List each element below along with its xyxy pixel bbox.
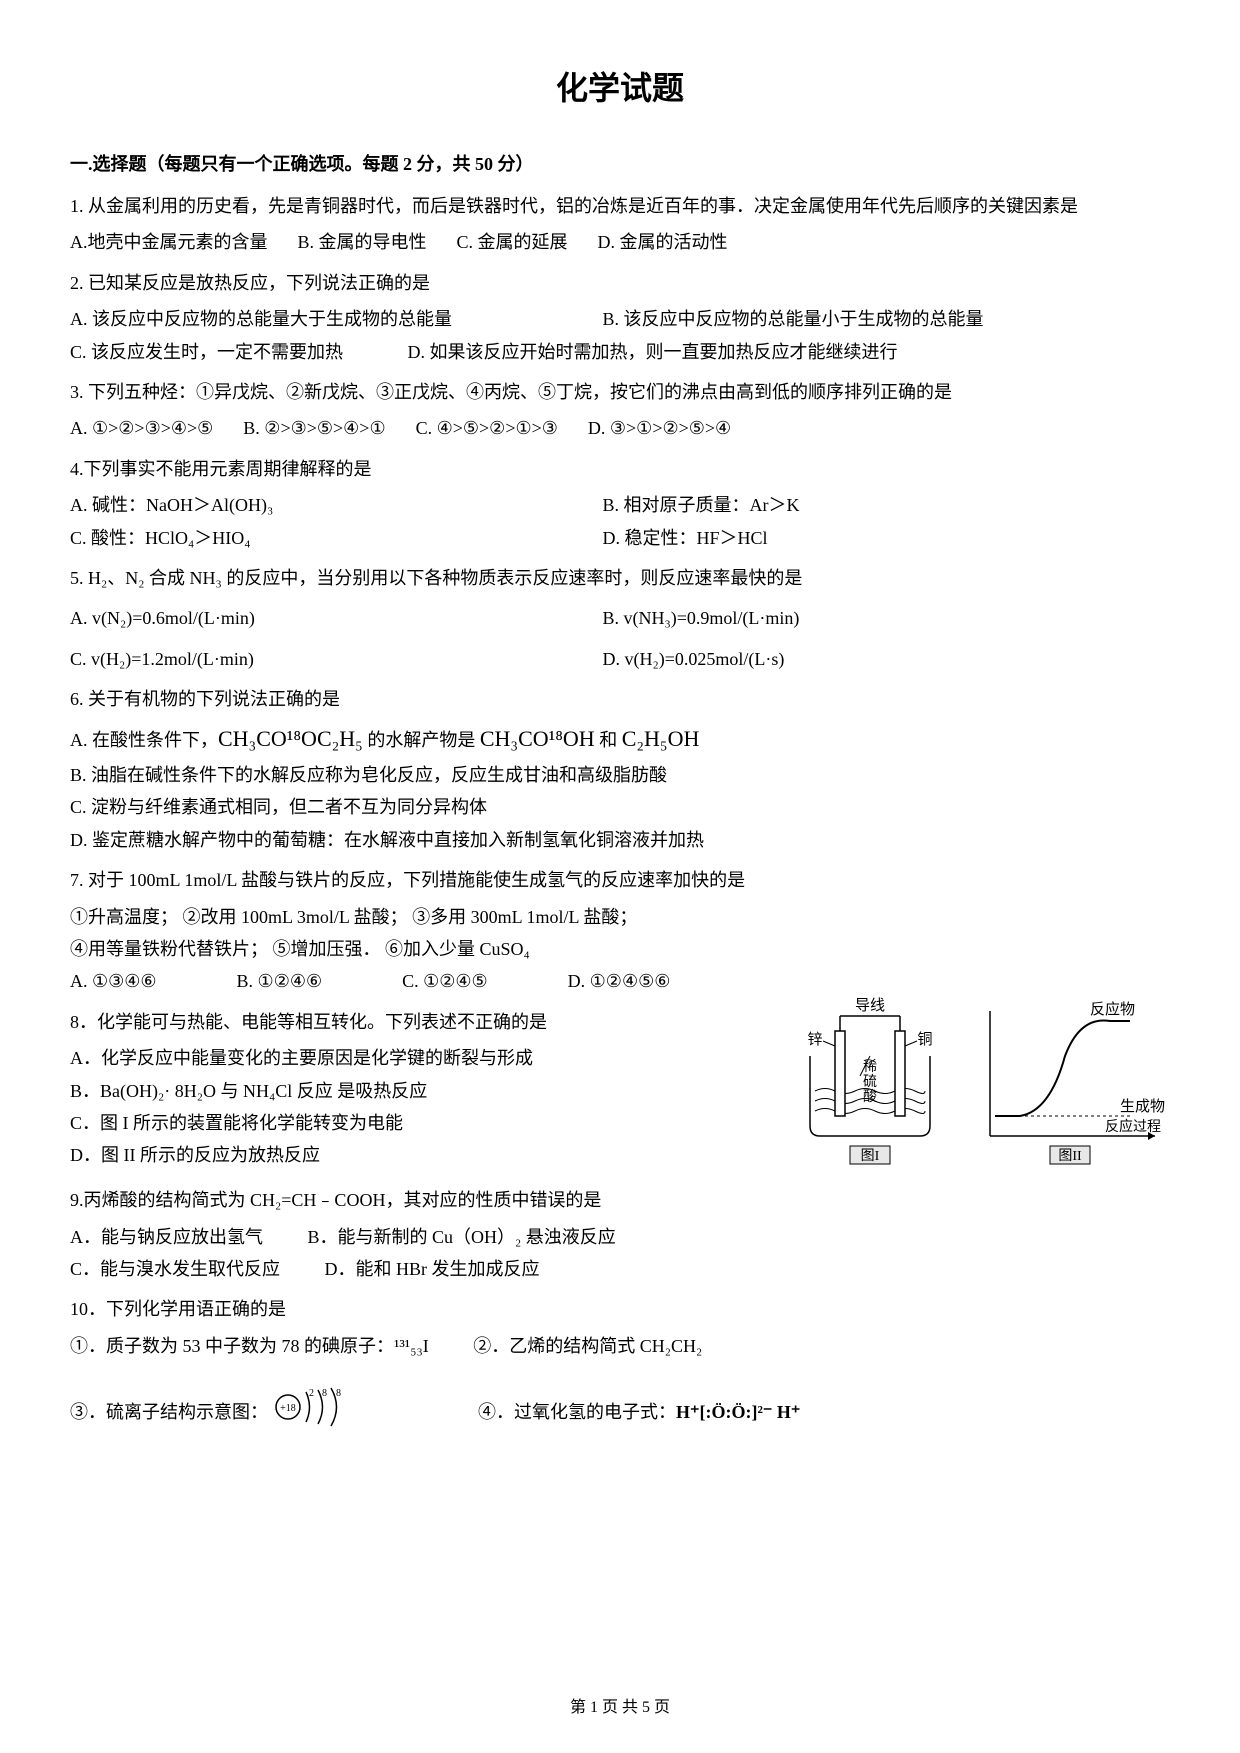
q10-opt-1: ①．质子数为 53 中子数为 78 的碘原子：¹³¹₅₃I (70, 1330, 429, 1362)
q2-opt-c: C. 该反应发生时，一定不需要加热 (70, 336, 343, 368)
q6a-f1: CH₃CO¹⁸OC₂H₅ (218, 726, 363, 751)
q8-opt-a: A．化学反应中能量变化的主要原因是化学键的断裂与形成 (70, 1042, 780, 1074)
q7-line1: ①升高温度； ②改用 100mL 3mol/L 盐酸； ③多用 300mL 1m… (70, 901, 1170, 933)
q3-opt-b: B. ②>③>⑤>④>① (243, 412, 385, 444)
q8-text: 8．化学能可与热能、电能等相互转化。下列表述不正确的是 (70, 1006, 780, 1038)
q10-opt-3: ③．硫离子结构示意图： (70, 1396, 268, 1428)
q5-opt-b: B. v(NH₃)=0.9mol/(L·min) (603, 602, 1131, 634)
q8-opt-c: C．图 I 所示的装置能将化学能转变为电能 (70, 1107, 780, 1139)
fig-acid1: 稀 (863, 1059, 877, 1075)
q7-line2: ④用等量铁粉代替铁片； ⑤增加压强． ⑥加入少量 CuSO₄ (70, 933, 1170, 965)
question-10: 10．下列化学用语正确的是 ①．质子数为 53 中子数为 78 的碘原子：¹³¹… (70, 1293, 1170, 1442)
question-2: 2. 已知某反应是放热反应，下列说法正确的是 A. 该反应中反应物的总能量大于生… (70, 267, 1170, 368)
svg-text:8: 8 (336, 1388, 341, 1399)
q1-opt-c: C. 金属的延展 (457, 226, 568, 258)
q2-opt-d: D. 如果该反应开始时需加热，则一直要加热反应才能继续进行 (408, 336, 898, 368)
q4-opt-c: C. 酸性：HClO₄＞HIO₄ (70, 522, 598, 554)
q7-opt-c: C. ①②④⑤ (402, 965, 488, 997)
question-8: 8．化学能可与热能、电能等相互转化。下列表述不正确的是 A．化学反应中能量变化的… (70, 1006, 1170, 1176)
q10-opt-4-prefix: ④．过氧化氢的电子式： (478, 1396, 676, 1428)
question-4: 4.下列事实不能用元素周期律解释的是 A. 碱性：NaOH＞Al(OH)₃ B.… (70, 453, 1170, 554)
svg-text:+18: +18 (280, 1403, 296, 1414)
q4-opt-b: B. 相对原子质量：Ar＞K (603, 489, 1131, 521)
q1-text: 1. 从金属利用的历史看，先是青铜器时代，而后是铁器时代，铝的冶炼是近百年的事．… (70, 190, 1170, 222)
q6-opt-d: D. 鉴定蔗糖水解产物中的葡萄糖：在水解液中直接加入新制氢氧化铜溶液并加热 (70, 824, 1170, 856)
q4-opt-a: A. 碱性：NaOH＞Al(OH)₃ (70, 489, 598, 521)
q10-opt-2: ②．乙烯的结构简式 CH₂CH₂ (473, 1330, 702, 1362)
q8-figure: 导线 锌 铜 稀 硫 酸 图I 反应物 生成物 (790, 996, 1170, 1176)
q5-opt-d: D. v(H₂)=0.025mol/(L·s) (603, 643, 1131, 675)
q9-opt-c: C．能与溴水发生取代反应 (70, 1253, 280, 1285)
q8-opt-b: B．Ba(OH)₂· 8H₂O 与 NH₄Cl 反应 是吸热反应 (70, 1075, 780, 1107)
fig-zinc-label: 锌 (807, 1031, 822, 1048)
q3-opt-d: D. ③>①>②>⑤>④ (588, 412, 731, 444)
q2-opt-a: A. 该反应中反应物的总能量大于生成物的总能量 (70, 303, 598, 335)
q6-opt-b: B. 油脂在碱性条件下的水解反应称为皂化反应，反应生成甘油和高级脂肪酸 (70, 759, 1170, 791)
q9-opt-b: B．能与新制的 Cu（OH）₂ 悬浊液反应 (308, 1221, 616, 1253)
q6a-f2: CH₃CO¹⁸OH (480, 726, 595, 751)
svg-text:2: 2 (309, 1388, 314, 1399)
fig2-label: 图II (1058, 1149, 1082, 1164)
q6a-and: 和 (595, 730, 622, 750)
q2-opt-b: B. 该反应中反应物的总能量小于生成物的总能量 (603, 303, 1131, 335)
q7-opt-b: B. ①②④⑥ (237, 965, 323, 997)
question-9: 9.丙烯酸的结构简式为 CH₂=CH﹣COOH，其对应的性质中错误的是 A．能与… (70, 1184, 1170, 1285)
fig-process-label: 反应过程 (1105, 1118, 1161, 1135)
svg-text:8: 8 (322, 1388, 327, 1399)
q6a-f3: C₂H₅OH (622, 726, 700, 751)
q4-text: 4.下列事实不能用元素周期律解释的是 (70, 453, 1170, 485)
q5-text: 5. H₂、N₂ 合成 NH₃ 的反应中，当分别用以下各种物质表示反应速率时，则… (70, 562, 1170, 594)
q5-opt-a: A. v(N₂)=0.6mol/(L·min) (70, 602, 598, 634)
q1-opt-b: B. 金属的导电性 (298, 226, 427, 258)
q8-opt-d: D．图 II 所示的反应为放热反应 (70, 1139, 780, 1171)
q6-text: 6. 关于有机物的下列说法正确的是 (70, 683, 1170, 715)
q5-opt-c: C. v(H₂)=1.2mol/(L·min) (70, 643, 598, 675)
question-5: 5. H₂、N₂ 合成 NH₃ 的反应中，当分别用以下各种物质表示反应速率时，则… (70, 562, 1170, 675)
fig-wire-label: 导线 (855, 997, 885, 1014)
q2-text: 2. 已知某反应是放热反应，下列说法正确的是 (70, 267, 1170, 299)
fig-reactant-label: 反应物 (1090, 1000, 1135, 1018)
q7-text: 7. 对于 100mL 1mol/L 盐酸与铁片的反应，下列措施能使生成氢气的反… (70, 864, 1170, 896)
q7-opt-d: D. ①②④⑤⑥ (568, 965, 671, 997)
q6-opt-c: C. 淀粉与纤维素通式相同，但二者不互为同分异构体 (70, 791, 1170, 823)
fig1-label: 图I (861, 1149, 880, 1164)
atom-structure-diagram: +18 2 8 8 (273, 1382, 353, 1442)
page-footer: 第 1 页 共 5 页 (0, 1694, 1240, 1723)
q3-text: 3. 下列五种烃：①异戊烷、②新戊烷、③正戊烷、④丙烷、⑤丁烷，按它们的沸点由高… (70, 376, 1170, 408)
page-title: 化学试题 (70, 60, 1170, 118)
q1-opt-a: A.地壳中金属元素的含量 (70, 226, 268, 258)
q10-text: 10．下列化学用语正确的是 (70, 1293, 1170, 1325)
fig-acid2: 硫 (863, 1074, 877, 1090)
q10-electron-formula: H⁺[:Ö:Ö:]²⁻ H⁺ (676, 1396, 800, 1428)
q1-opt-d: D. 金属的活动性 (598, 226, 728, 258)
question-7: 7. 对于 100mL 1mol/L 盐酸与铁片的反应，下列措施能使生成氢气的反… (70, 864, 1170, 998)
fig-copper-label: 铜 (917, 1031, 932, 1048)
q9-opt-a: A．能与钠反应放出氢气 (70, 1221, 263, 1253)
question-1: 1. 从金属利用的历史看，先是青铜器时代，而后是铁器时代，铝的冶炼是近百年的事．… (70, 190, 1170, 259)
question-3: 3. 下列五种烃：①异戊烷、②新戊烷、③正戊烷、④丙烷、⑤丁烷，按它们的沸点由高… (70, 376, 1170, 445)
q4-opt-d: D. 稳定性：HF＞HCl (603, 522, 1131, 554)
q6-opt-a: A. 在酸性条件下，CH₃CO¹⁸OC₂H₅ 的水解产物是 CH₃CO¹⁸OH … (70, 719, 1170, 759)
q9-opt-d: D．能和 HBr 发生加成反应 (325, 1253, 540, 1285)
q7-opt-a: A. ①③④⑥ (70, 965, 157, 997)
q9-text: 9.丙烯酸的结构简式为 CH₂=CH﹣COOH，其对应的性质中错误的是 (70, 1184, 1170, 1216)
q3-opt-c: C. ④>⑤>②>①>③ (416, 412, 558, 444)
q6a-mid: 的水解产物是 (363, 730, 480, 750)
question-6: 6. 关于有机物的下列说法正确的是 A. 在酸性条件下，CH₃CO¹⁸OC₂H₅… (70, 683, 1170, 856)
section-header: 一.选择题（每题只有一个正确选项。每题 2 分，共 50 分） (70, 148, 1170, 180)
fig-acid3: 酸 (863, 1089, 877, 1105)
q6a-prefix: A. 在酸性条件下， (70, 730, 218, 750)
q3-opt-a: A. ①>②>③>④>⑤ (70, 412, 213, 444)
fig-product-label: 生成物 (1120, 1098, 1165, 1115)
